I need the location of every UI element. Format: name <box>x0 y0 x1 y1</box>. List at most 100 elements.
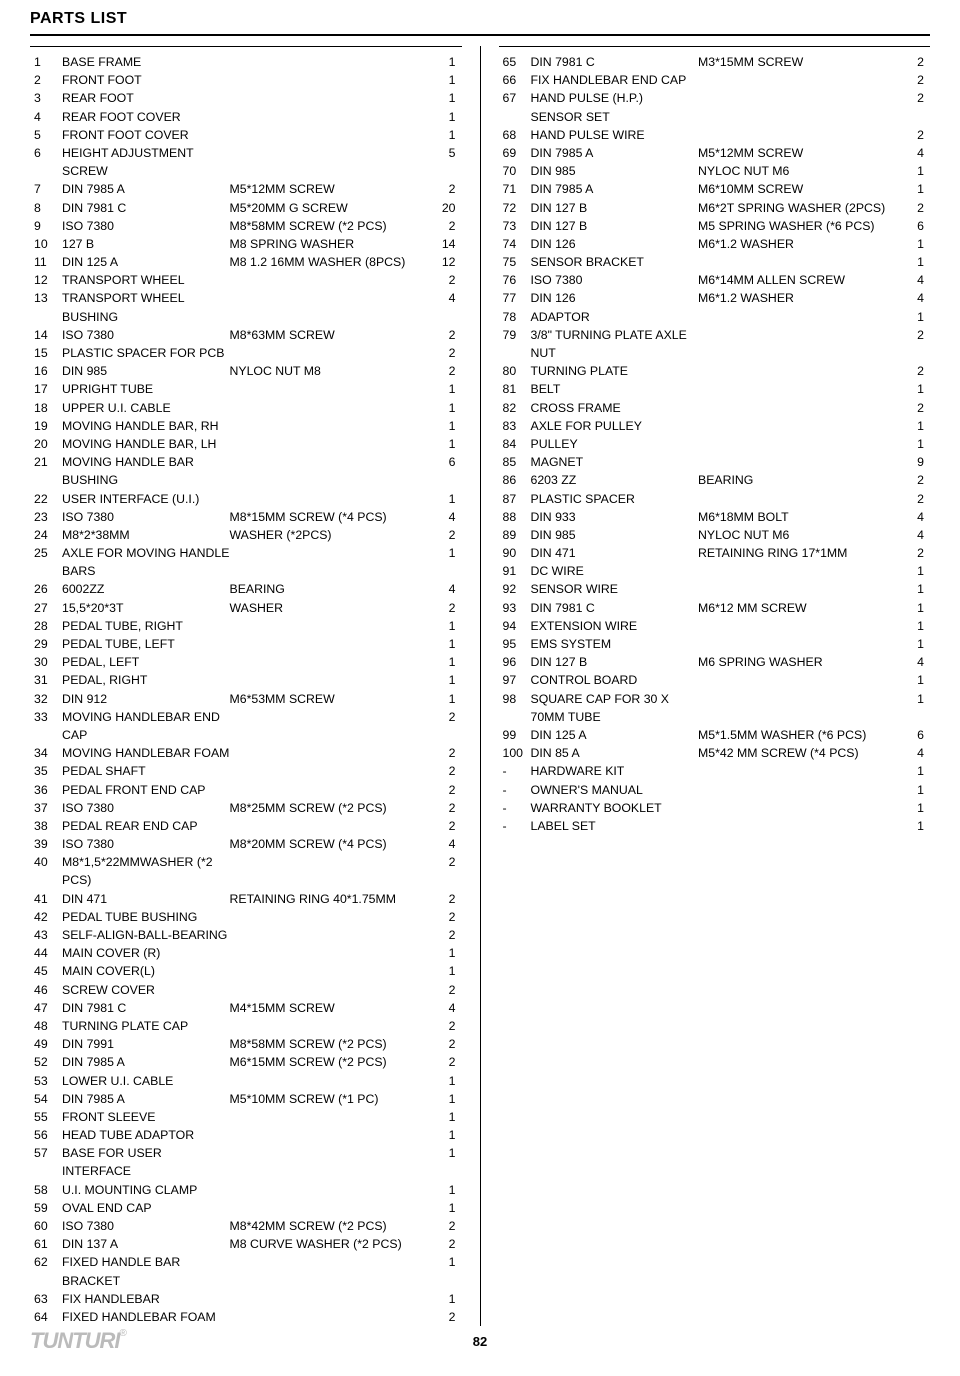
part-qty: 1 <box>430 1181 462 1199</box>
table-row: 76ISO 7380M6*14MM ALLEN SCREW4 <box>499 271 931 289</box>
part-qty: 1 <box>430 544 462 580</box>
part-description: WARRANTY BOOKLET <box>531 799 699 817</box>
table-row: 54DIN 7985 AM5*10MM SCREW (*1 PC)1 <box>30 1090 462 1108</box>
part-qty: 4 <box>430 999 462 1017</box>
part-number: 40 <box>30 853 62 889</box>
part-description: PLASTIC SPACER FOR PCB <box>62 344 230 362</box>
part-qty: 1 <box>430 690 462 708</box>
part-spec <box>230 1308 430 1326</box>
part-number: 62 <box>30 1253 62 1289</box>
part-spec: WASHER (*2PCS) <box>230 526 430 544</box>
part-description: HEIGHT ADJUSTMENT SCREW <box>62 144 230 180</box>
table-row: 866203 ZZBEARING2 <box>499 471 931 489</box>
part-number: 95 <box>499 635 531 653</box>
page-title: PARTS LIST <box>30 10 930 30</box>
part-number: - <box>499 817 531 835</box>
part-qty: 4 <box>898 144 930 162</box>
part-spec: RETAINING RING 40*1.75MM <box>230 890 430 908</box>
part-spec <box>230 1290 430 1308</box>
part-spec <box>230 344 430 362</box>
part-number: 64 <box>30 1308 62 1326</box>
columns-wrapper: 1BASE FRAME12FRONT FOOT13REAR FOOT14REAR… <box>30 46 930 1326</box>
part-spec: M8*15MM SCREW (*4 PCS) <box>230 508 430 526</box>
part-qty: 1 <box>430 1290 462 1308</box>
part-description: U.I. MOUNTING CLAMP <box>62 1181 230 1199</box>
part-qty: 4 <box>898 653 930 671</box>
part-qty: 2 <box>898 490 930 508</box>
part-number: 16 <box>30 362 62 380</box>
part-spec <box>230 781 430 799</box>
part-qty: 1 <box>430 399 462 417</box>
part-description: PEDAL TUBE, LEFT <box>62 635 230 653</box>
part-qty: 1 <box>430 1072 462 1090</box>
part-spec <box>230 1108 430 1126</box>
part-number: 88 <box>499 508 531 526</box>
part-spec <box>698 580 898 598</box>
part-spec <box>698 308 898 326</box>
part-spec: M5*12MM SCREW <box>230 180 430 198</box>
part-description: TRANSPORT WHEEL BUSHING <box>62 289 230 325</box>
part-description: HEAD TUBE ADAPTOR <box>62 1126 230 1144</box>
table-row: 17UPRIGHT TUBE1 <box>30 380 462 398</box>
table-row: 25AXLE FOR MOVING HANDLE BARS1 <box>30 544 462 580</box>
part-number: 38 <box>30 817 62 835</box>
table-row: 22USER INTERFACE (U.I.)1 <box>30 490 462 508</box>
part-number: 31 <box>30 671 62 689</box>
part-description: DIN 471 <box>62 890 230 908</box>
parts-table-right: 65DIN 7981 CM3*15MM SCREW266FIX HANDLEBA… <box>499 53 931 835</box>
part-qty: 1 <box>898 781 930 799</box>
part-spec <box>230 635 430 653</box>
part-qty: 1 <box>898 635 930 653</box>
part-number: 18 <box>30 399 62 417</box>
part-number: 76 <box>499 271 531 289</box>
part-qty: 2 <box>430 599 462 617</box>
part-qty: 1 <box>898 817 930 835</box>
table-row: 49DIN 7991M8*58MM SCREW (*2 PCS)2 <box>30 1035 462 1053</box>
part-number: 92 <box>499 580 531 598</box>
part-description: BASE FOR USER INTERFACE <box>62 1144 230 1180</box>
part-number: 26 <box>30 580 62 598</box>
part-spec: M6 SPRING WASHER <box>698 653 898 671</box>
part-spec <box>698 490 898 508</box>
part-number: 48 <box>30 1017 62 1035</box>
part-spec <box>230 435 430 453</box>
part-spec <box>230 399 430 417</box>
part-description: M8*1,5*22MMWASHER (*2 PCS) <box>62 853 230 889</box>
part-spec: M5*20MM G SCREW <box>230 199 430 217</box>
part-number: 10 <box>30 235 62 253</box>
part-spec <box>698 671 898 689</box>
part-description: EXTENSION WIRE <box>531 617 699 635</box>
part-number: 90 <box>499 544 531 562</box>
table-row: 57BASE FOR USER INTERFACE1 <box>30 1144 462 1180</box>
part-description: ISO 7380 <box>62 1217 230 1235</box>
part-spec <box>698 762 898 780</box>
part-spec: M6*1.2 WASHER <box>698 235 898 253</box>
part-qty: 2 <box>898 53 930 71</box>
page: PARTS LIST 1BASE FRAME12FRONT FOOT13REAR… <box>0 0 960 1376</box>
table-row: 32DIN 912M6*53MM SCREW1 <box>30 690 462 708</box>
part-spec: BEARING <box>230 580 430 598</box>
part-description: UPPER U.I. CABLE <box>62 399 230 417</box>
part-spec: M6*53MM SCREW <box>230 690 430 708</box>
part-number: 82 <box>499 399 531 417</box>
part-qty: 1 <box>898 435 930 453</box>
part-description: AXLE FOR PULLEY <box>531 417 699 435</box>
part-qty: 1 <box>898 253 930 271</box>
part-description: DIN 985 <box>531 162 699 180</box>
part-spec <box>230 853 430 889</box>
part-description: DIN 7981 C <box>531 53 699 71</box>
part-spec <box>230 380 430 398</box>
part-description: PEDAL, LEFT <box>62 653 230 671</box>
part-description: ADAPTOR <box>531 308 699 326</box>
part-spec <box>230 271 430 289</box>
part-description: TRANSPORT WHEEL <box>62 271 230 289</box>
part-description: DC WIRE <box>531 562 699 580</box>
part-qty: 1 <box>430 490 462 508</box>
part-qty: 6 <box>898 726 930 744</box>
part-qty: 2 <box>430 1308 462 1326</box>
part-spec: M6*2T SPRING WASHER (2PCS) <box>698 199 898 217</box>
part-spec <box>230 944 430 962</box>
part-qty: 1 <box>430 617 462 635</box>
part-description: PEDAL SHAFT <box>62 762 230 780</box>
part-description: TURNING PLATE <box>531 362 699 380</box>
